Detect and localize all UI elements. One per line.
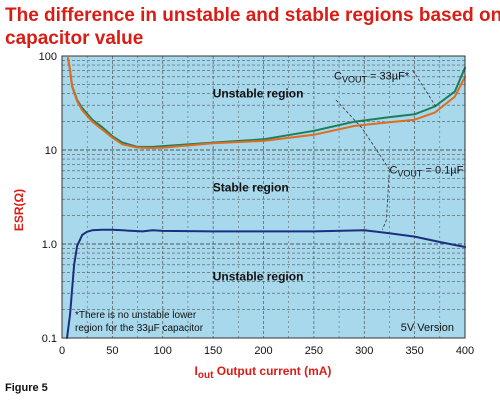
x-tick-labels: 0 50 100 150 200 250 300 350 400	[59, 345, 474, 357]
x-axis-title: Iout Output current (mA)	[195, 364, 332, 381]
series-line-orange	[67, 57, 466, 149]
annotation-leader-line	[412, 70, 438, 109]
x-tick-label: 0	[59, 345, 65, 357]
annotation-subscript: VOUT	[397, 169, 423, 179]
annotation-prefix: C	[389, 165, 397, 177]
x-tick-label: 150	[204, 345, 222, 357]
y-tick-labels: 0.1 1.0 10 100	[39, 51, 57, 345]
annotation-text: = 0.1µF	[422, 165, 463, 177]
series-layer	[66, 57, 466, 339]
x-axis-title-prefix: I	[195, 364, 198, 378]
annotation-prefix: C	[334, 71, 342, 83]
annotation-leader-line	[382, 169, 390, 230]
x-tick-label: 200	[254, 345, 272, 357]
y-tick-label: 100	[39, 51, 57, 63]
x-tick-label: 250	[305, 345, 323, 357]
x-tick-label: 400	[456, 345, 474, 357]
capacitor-annotation: CVOUT = 33µF*	[334, 71, 410, 85]
x-tick-label: 300	[355, 345, 373, 357]
x-tick-label: 50	[106, 345, 118, 357]
annotation-text: = 33µF*	[367, 71, 410, 83]
footnote-line-1: *There is no unstable lower	[75, 310, 197, 321]
x-axis-title-subscript: out	[198, 370, 214, 381]
x-axis-title-rest: Output current (mA)	[213, 364, 331, 378]
annotation-subscript: VOUT	[342, 75, 368, 85]
annotations: CVOUT = 33µF*CVOUT = 0.1µF	[334, 70, 464, 230]
footnote-line-2: region for the 33µF capacitor	[75, 323, 204, 334]
grid	[61, 55, 466, 339]
region-label: Stable region	[213, 180, 289, 194]
y-tick-label: 0.1	[42, 333, 57, 345]
series-line-navy	[66, 228, 466, 339]
annotation-leader-line	[335, 99, 390, 170]
y-axis-title: ESR(Ω)	[12, 189, 26, 231]
version-label: 5V Version	[401, 322, 454, 334]
x-tick-label: 100	[154, 345, 172, 357]
plot-frame	[61, 55, 466, 339]
x-tick-label: 350	[405, 345, 423, 357]
region-labels: Unstable region Stable region Unstable reg…	[213, 86, 304, 283]
region-label: Unstable region	[213, 270, 304, 284]
figure-caption: Figure 5	[5, 382, 48, 394]
chart-title-line-1: The difference in unstable and stable re…	[5, 5, 500, 26]
y-tick-label: 1.0	[42, 239, 57, 251]
region-label: Unstable region	[213, 86, 304, 100]
chart-title-line-2: capacitor value	[5, 28, 143, 49]
y-tick-label: 10	[45, 145, 57, 157]
capacitor-annotation: CVOUT = 0.1µF	[389, 165, 463, 179]
